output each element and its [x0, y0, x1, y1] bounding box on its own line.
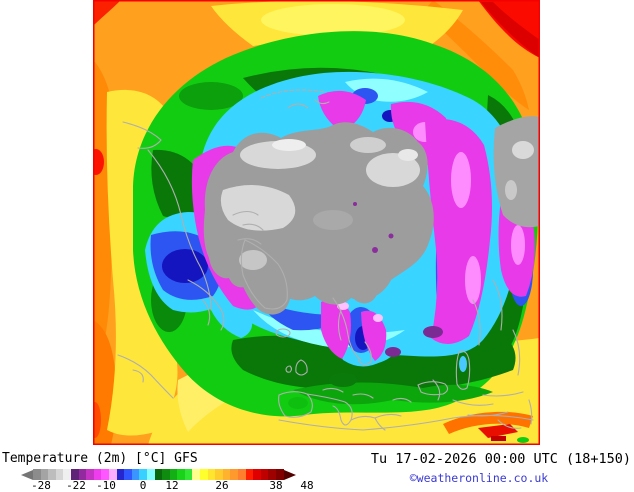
colorbar-segment	[86, 469, 94, 480]
colorbar-segment	[146, 469, 155, 480]
colorbar-segment	[192, 469, 201, 480]
colorbar-segment	[33, 469, 41, 480]
colorbar-segment	[108, 469, 117, 480]
colorbar-segment	[40, 469, 49, 480]
colorbar-segment	[169, 469, 178, 480]
colorbar-tick-label: -28	[31, 479, 51, 492]
temperature-map	[93, 0, 540, 445]
colorbar-tick-label: 26	[215, 479, 229, 492]
colorbar-segment	[245, 469, 254, 480]
temperature-colorbar	[21, 469, 296, 480]
colorbar-segment	[162, 469, 170, 480]
colorbar-segment	[63, 469, 71, 480]
colorbar-segment	[253, 469, 261, 480]
colorbar-segment	[70, 469, 79, 480]
arctic-gray-layer	[203, 116, 540, 315]
hot-accent-layer	[93, 0, 540, 443]
colorbar-segment	[177, 469, 185, 480]
colorbar-left-arrow-icon	[21, 469, 33, 480]
colorbar-segment	[101, 469, 109, 480]
colorbar-segment	[131, 469, 140, 480]
legend-title: Temperature (2m) [°C] GFS	[2, 451, 198, 466]
caspian-sea	[459, 356, 467, 372]
colorbar-right-arrow-icon	[283, 469, 296, 480]
map-border	[93, 0, 540, 445]
colorbar-segment	[139, 469, 147, 480]
colorbar-segment	[200, 469, 208, 480]
colorbar-ticks: -28 -22 -10 0 12 26 38 48	[21, 479, 314, 492]
colorbar-segment	[268, 469, 276, 480]
colorbar-segment	[154, 469, 163, 480]
colorbar-segment	[230, 469, 239, 480]
colorbar-segment	[276, 469, 284, 480]
colorbar-tick-label: -22	[66, 479, 86, 492]
colorbar-segment	[215, 469, 223, 480]
colorbar-segment	[238, 469, 246, 480]
colorbar-tick-label: 38	[269, 479, 283, 492]
colorbar-tick-label: 12	[165, 479, 179, 492]
colorbar-segment	[55, 469, 64, 480]
colorbar-segment	[78, 469, 87, 480]
temperature-field	[93, 0, 540, 445]
colorbar-segment	[93, 469, 102, 480]
colorbar-segments	[33, 469, 284, 480]
copyright-link[interactable]: ©weatheronline.co.uk	[409, 471, 549, 485]
colorbar-segment	[260, 469, 269, 480]
colorbar-segment	[207, 469, 216, 480]
colorbar-segment	[48, 469, 56, 480]
forecast-timestamp: Tu 17-02-2026 00:00 UTC (18+150)	[370, 451, 631, 467]
coastlines-layer	[117, 89, 534, 431]
colorbar-segment	[222, 469, 231, 480]
colorbar-segment	[184, 469, 193, 480]
colorbar-segment	[124, 469, 132, 480]
colorbar-tick-label: 48	[300, 479, 314, 492]
colorbar-tick-label: -10	[96, 479, 116, 492]
colorbar-segment	[116, 469, 125, 480]
colorbar-tick-label: 0	[139, 479, 147, 492]
